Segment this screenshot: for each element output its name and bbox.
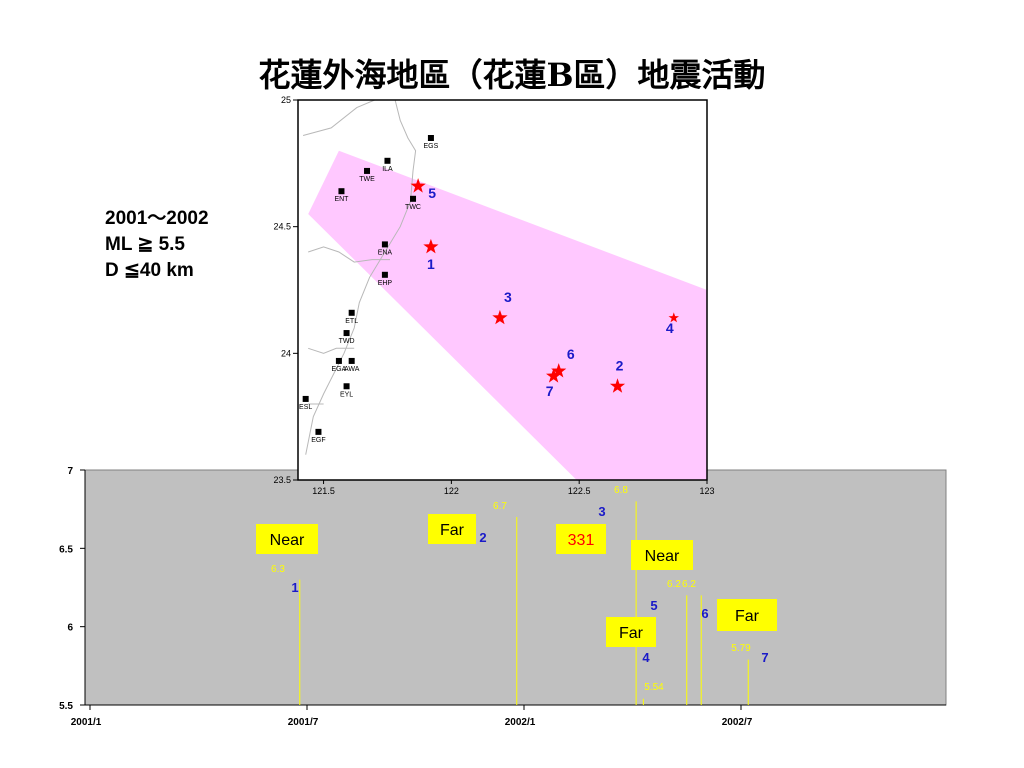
timeline-x-tick-label: 2002/1 <box>505 717 536 728</box>
magnitude-label: 6.2 <box>682 579 696 590</box>
coastline <box>305 99 417 455</box>
callout-box <box>256 524 318 554</box>
station-marker <box>381 241 388 248</box>
timeline-x-tick-label: 2001/1 <box>71 717 102 728</box>
station-label: ILA <box>382 166 393 173</box>
timeline-event-number: 4 <box>642 650 650 665</box>
callout-box <box>717 599 777 631</box>
criteria-depth: D ≦40 km <box>105 260 194 281</box>
station-marker <box>364 167 371 174</box>
event-number-label: 1 <box>427 256 435 272</box>
station-marker <box>302 395 309 402</box>
station-label: TWC <box>405 204 421 211</box>
timeline-event-number: 7 <box>761 650 768 665</box>
timeline-y-tick-label: 5.5 <box>59 701 73 712</box>
magnitude-label: 6.7 <box>493 501 507 512</box>
magnitude-label: 6.8 <box>614 485 628 496</box>
page-title: 花蓮外海地區（花蓮B區）地震活動 <box>258 56 766 94</box>
callout-label: Far <box>440 522 465 539</box>
station-marker <box>381 271 388 278</box>
timeline-x-tick-label: 2002/7 <box>722 717 753 728</box>
magnitude-label: 5.79 <box>731 643 751 654</box>
callout-box <box>428 514 476 544</box>
event-number-label: 4 <box>666 320 674 336</box>
callout-label: 331 <box>568 532 595 549</box>
map-y-tick-label: 24.5 <box>273 222 291 232</box>
map-x-tick-label: 122.5 <box>568 486 591 496</box>
map-x-tick-label: 123 <box>699 486 714 496</box>
coastline <box>308 246 390 263</box>
station-label: EYL <box>340 391 353 398</box>
map-y-tick-label: 23.5 <box>273 475 291 485</box>
timeline-event-number: 1 <box>291 580 298 595</box>
event-number-label: 7 <box>546 383 554 399</box>
epicenter-star <box>492 309 508 325</box>
epicenter-star <box>609 378 626 393</box>
event-number-label: 2 <box>616 357 624 373</box>
station-label: ESL <box>299 404 312 411</box>
station-marker <box>343 383 350 390</box>
map-y-tick-label: 24 <box>281 348 291 358</box>
coastline <box>302 99 375 136</box>
coastline <box>308 347 355 354</box>
callout-box <box>556 524 606 554</box>
map-x-tick-label: 121.5 <box>312 486 335 496</box>
station-label: EGS <box>424 143 439 150</box>
station-label: ENT <box>334 196 349 203</box>
event-number-label: 5 <box>428 185 436 201</box>
station-label: EGA <box>332 366 347 373</box>
callout-label: Near <box>645 548 680 565</box>
epicenter-star <box>423 238 439 254</box>
timeline-event-number: 3 <box>598 504 605 519</box>
timeline-event-number: 6 <box>701 606 708 621</box>
criteria-magnitude: ML ≧ 5.5 <box>105 234 185 255</box>
timeline-event-number: 5 <box>650 598 657 613</box>
epicenter-star <box>668 312 679 323</box>
timeline-y-tick-label: 6 <box>67 623 73 634</box>
station-marker <box>343 330 350 337</box>
map-y-tick-label: 25 <box>281 95 291 105</box>
station-marker <box>315 428 322 435</box>
event-number-label: 6 <box>567 346 575 362</box>
timeline-y-tick-label: 7 <box>67 466 73 477</box>
station-marker <box>427 135 434 141</box>
epicenter-star <box>546 368 562 383</box>
timeline-event-number: 2 <box>479 530 486 545</box>
selection-criteria: 2001～2002 ML ≧ 5.5 D ≦40 km <box>105 206 209 284</box>
magnitude-label: 6.2 <box>667 579 681 590</box>
station-label: AWA <box>344 366 360 373</box>
station-marker <box>338 188 345 195</box>
magnitude-label: 5.54 <box>644 682 664 693</box>
station-label: EHP <box>378 280 393 287</box>
epicenter-star <box>410 178 426 193</box>
timeline-x-tick-label: 2001/7 <box>288 717 319 728</box>
station-marker <box>384 157 391 164</box>
callout-label: Far <box>735 608 760 625</box>
search-zone <box>308 150 707 480</box>
station-label: ENA <box>378 249 393 256</box>
station-label: ETL <box>345 318 358 325</box>
station-label: TWE <box>359 176 375 183</box>
station-marker <box>348 309 355 316</box>
callout-box <box>606 617 656 647</box>
timeline-y-tick-label: 6.5 <box>59 544 73 555</box>
station-label: EGF <box>311 437 325 444</box>
map-x-tick-label: 122 <box>444 486 459 496</box>
station-label: TWD <box>339 338 355 345</box>
timeline-chart: 5.5 6 6.5 7 2001/1 2001/7 2002/1 2002/7 6.3 6.7 6.… <box>59 466 947 728</box>
callout-label: Far <box>619 625 644 642</box>
callout-box <box>631 540 693 570</box>
timeline-plot-area <box>84 469 947 706</box>
event-number-label: 3 <box>504 289 512 305</box>
map-frame <box>297 99 708 481</box>
station-marker <box>410 195 417 202</box>
criteria-period: 2001～2002 <box>105 208 209 229</box>
epicenter-star <box>551 363 567 378</box>
station-marker <box>348 357 355 364</box>
magnitude-label: 6.3 <box>271 564 285 575</box>
station-marker <box>335 357 342 364</box>
callout-label: Near <box>270 532 305 549</box>
